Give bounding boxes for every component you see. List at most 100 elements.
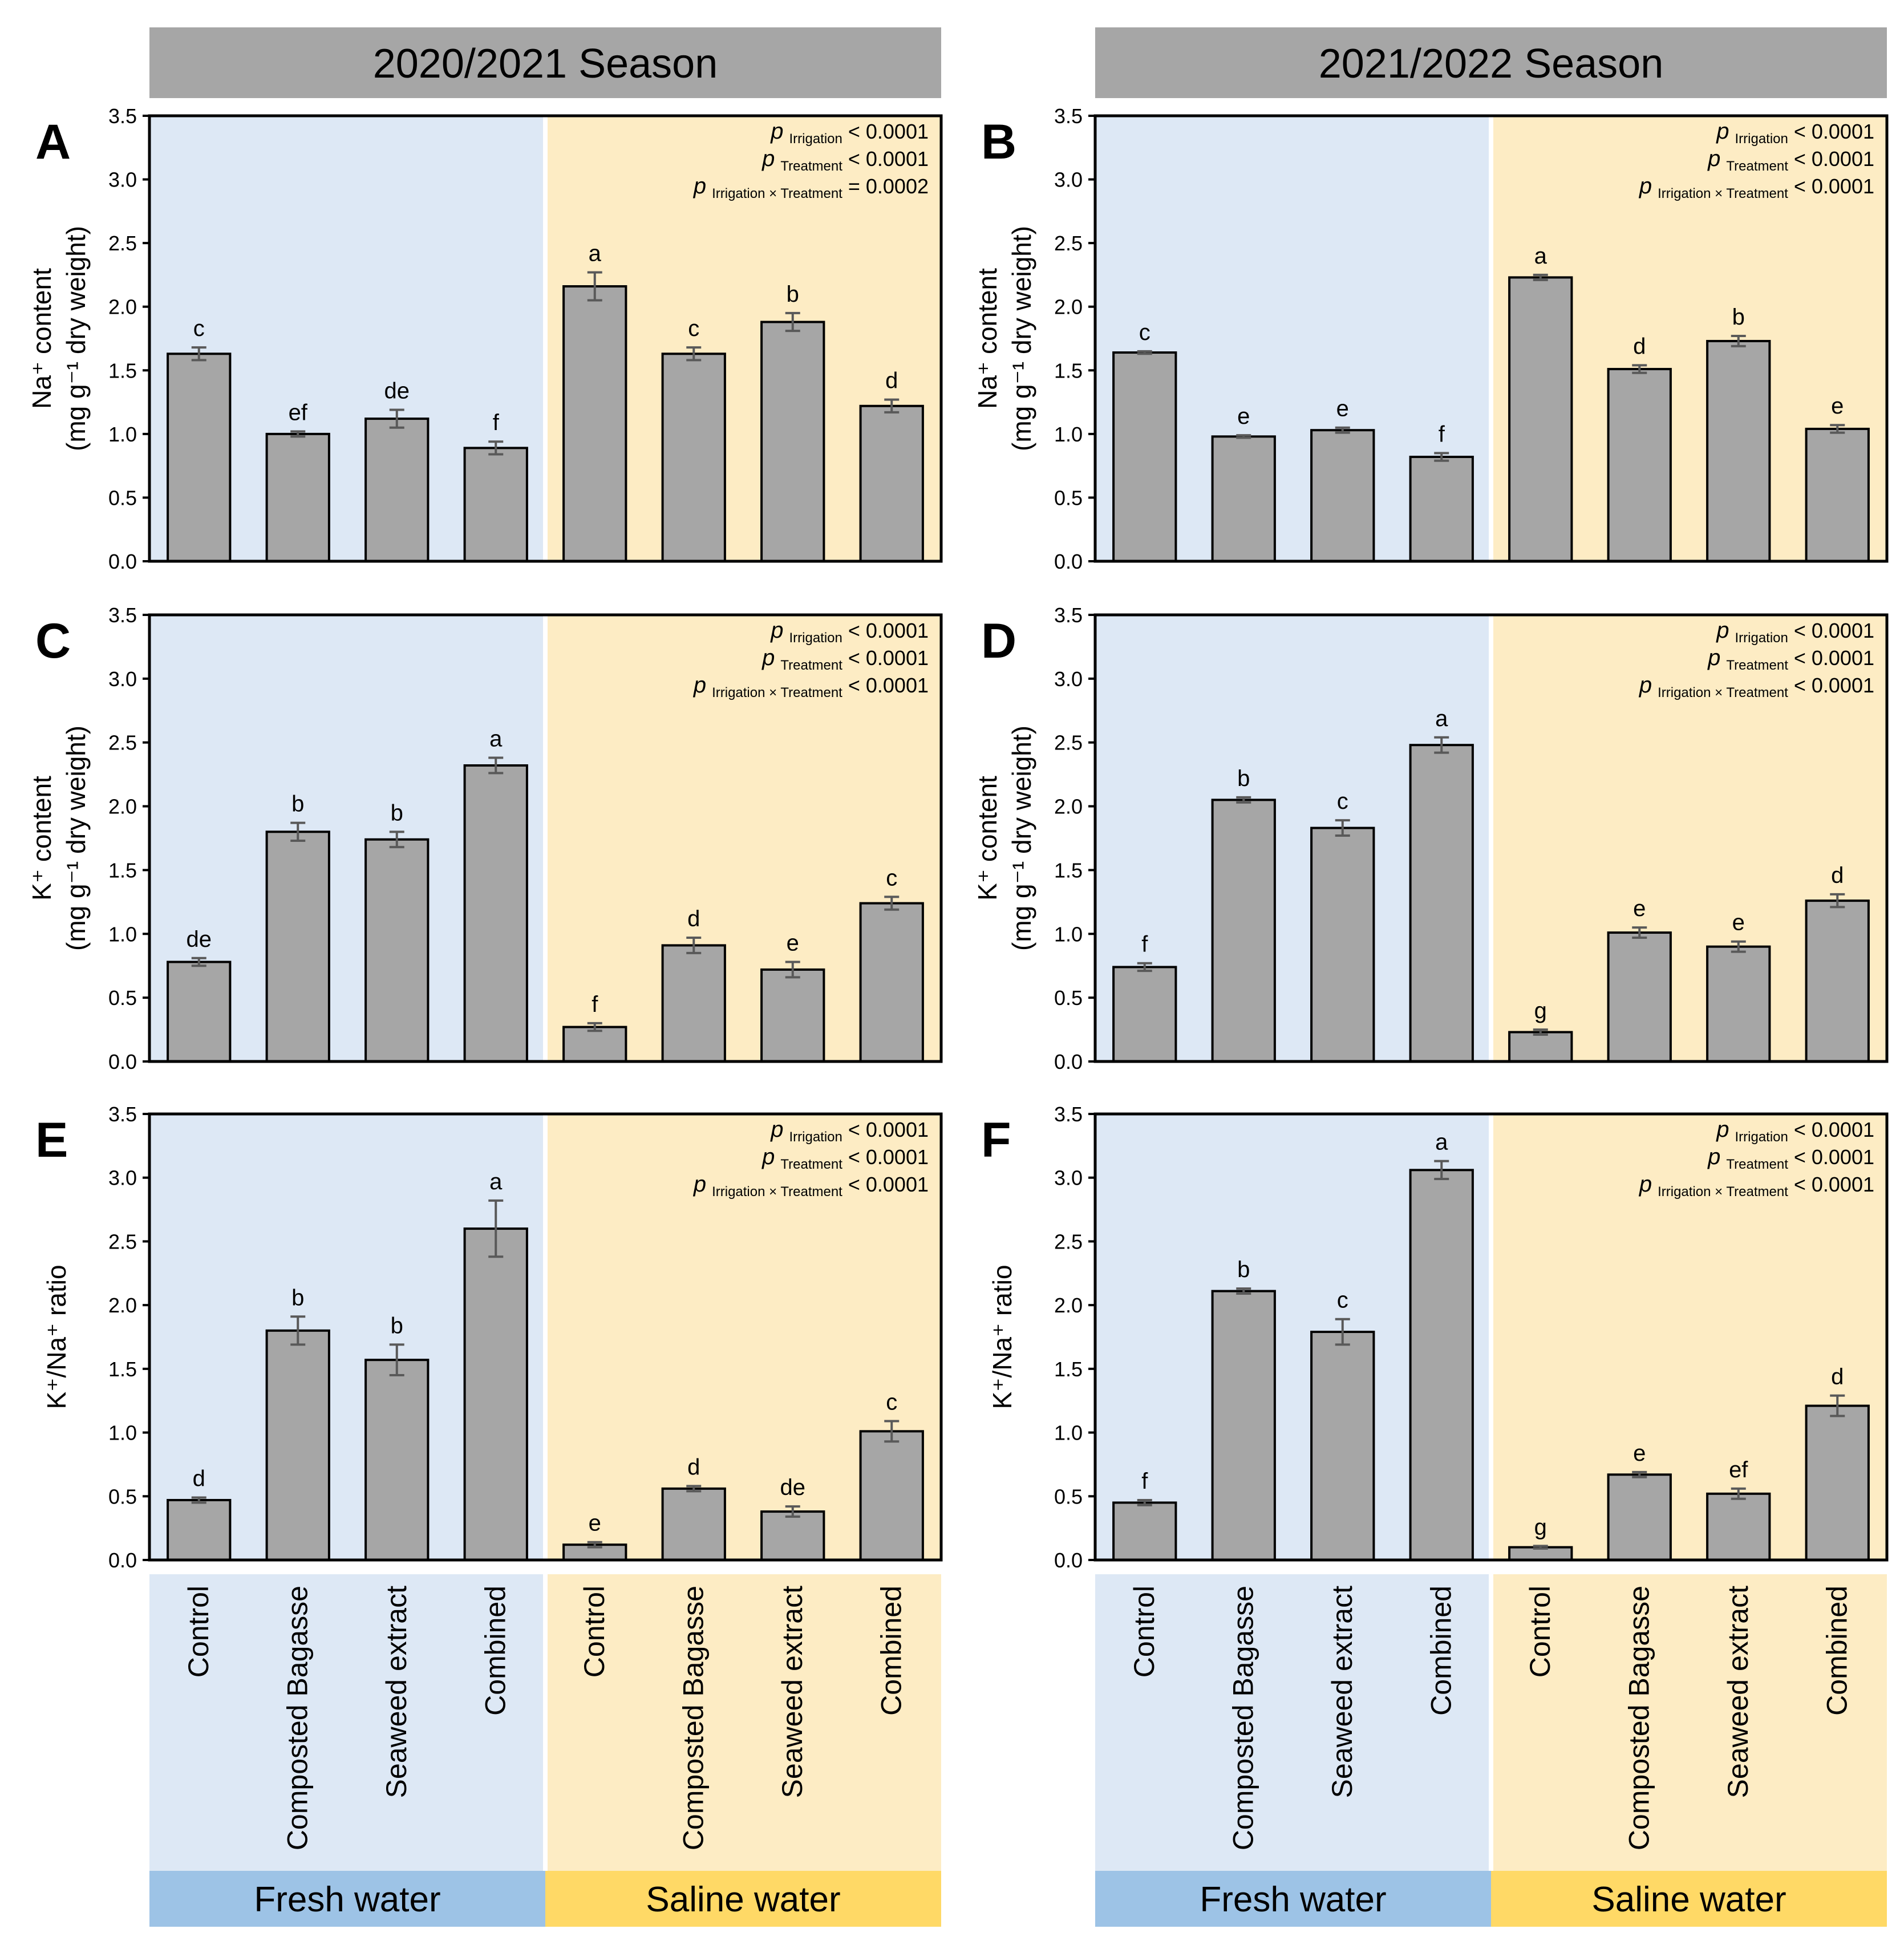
error-bar-D-2 bbox=[1236, 796, 1251, 804]
bar-C-2 bbox=[265, 830, 330, 1063]
error-bar-A-1 bbox=[191, 346, 206, 362]
y-tick-label: 2.0 bbox=[108, 795, 137, 818]
significance-letter-D-4: a bbox=[1435, 706, 1448, 731]
bar-A-1 bbox=[167, 352, 232, 563]
significance-letter-B-7: b bbox=[1732, 305, 1745, 330]
error-bar-F-4 bbox=[1434, 1160, 1449, 1180]
significance-letter-B-2: e bbox=[1237, 404, 1250, 429]
error-bar-B-1 bbox=[1137, 350, 1152, 355]
category-label: Seaweed extract bbox=[1326, 1586, 1358, 1798]
error-bar-F-5 bbox=[1533, 1545, 1548, 1550]
error-bar-B-7 bbox=[1731, 335, 1746, 347]
error-bar-E-4 bbox=[488, 1199, 504, 1258]
significance-letter-E-8: c bbox=[886, 1389, 897, 1415]
significance-letter-F-7: ef bbox=[1729, 1457, 1748, 1482]
y-tick-label: 2.0 bbox=[108, 1294, 137, 1317]
error-bar-D-8 bbox=[1830, 893, 1845, 909]
error-bar-C-2 bbox=[290, 821, 306, 842]
significance-letter-F-1: f bbox=[1141, 1469, 1148, 1494]
error-bar-E-3 bbox=[389, 1343, 404, 1377]
error-bar-F-8 bbox=[1830, 1394, 1845, 1417]
bar-F-1 bbox=[1112, 1501, 1177, 1561]
significance-letter-B-5: a bbox=[1534, 244, 1547, 269]
bar-B-8 bbox=[1805, 427, 1870, 563]
bar-A-5 bbox=[562, 285, 627, 562]
y-tick-label: 3.5 bbox=[108, 603, 137, 627]
error-bar-A-3 bbox=[389, 408, 404, 429]
error-bar-C-4 bbox=[488, 756, 504, 775]
significance-letter-D-3: c bbox=[1337, 789, 1348, 814]
significance-letter-E-4: a bbox=[489, 1169, 503, 1194]
bar-A-4 bbox=[463, 447, 528, 562]
y-tick-label: 0.0 bbox=[108, 550, 137, 573]
significance-letter-C-1: de bbox=[187, 927, 212, 952]
bar-F-3 bbox=[1310, 1331, 1375, 1561]
significance-letter-E-2: b bbox=[291, 1285, 304, 1310]
error-bar-B-8 bbox=[1830, 424, 1845, 434]
panel-letter-E: E bbox=[35, 1113, 68, 1168]
bar-D-3 bbox=[1310, 826, 1375, 1063]
bar-F-7 bbox=[1706, 1492, 1771, 1561]
bar-D-6 bbox=[1607, 931, 1672, 1063]
y-tick-label: 0.0 bbox=[1054, 550, 1083, 573]
error-bar-D-4 bbox=[1434, 736, 1449, 754]
significance-letter-D-5: g bbox=[1534, 998, 1547, 1023]
error-bar-D-7 bbox=[1731, 940, 1746, 953]
p-value-F-1: p Irrigation < 0.0001 bbox=[1716, 1117, 1874, 1145]
fresh-water-strip bbox=[149, 1871, 545, 1927]
significance-letter-F-4: a bbox=[1435, 1130, 1448, 1155]
p-value-D-2: p Treatment < 0.0001 bbox=[1707, 645, 1874, 673]
y-tick-label: 1.5 bbox=[1054, 1358, 1083, 1381]
bar-B-5 bbox=[1508, 276, 1573, 562]
bar-A-6 bbox=[661, 352, 726, 563]
bar-C-6 bbox=[661, 944, 726, 1063]
p-value-E-2: p Treatment < 0.0001 bbox=[761, 1144, 929, 1172]
bar-E-8 bbox=[859, 1430, 924, 1562]
saline-water-strip bbox=[1491, 1871, 1887, 1927]
y-tick-label: 0.0 bbox=[1054, 1050, 1083, 1073]
bar-D-2 bbox=[1211, 799, 1276, 1063]
y-tick-label: 3.0 bbox=[1054, 1166, 1083, 1190]
significance-letter-C-3: b bbox=[391, 800, 403, 825]
y-tick-label: 2.5 bbox=[1054, 1230, 1083, 1253]
bar-B-4 bbox=[1409, 456, 1474, 562]
season-header-2 bbox=[1095, 27, 1887, 98]
fresh-category-background bbox=[1095, 1574, 1491, 1871]
season-header-1 bbox=[149, 27, 941, 98]
category-axis-2: Control Composted Bagasse Seaweed extract C… bbox=[1095, 1574, 1887, 1927]
error-bar-B-6 bbox=[1632, 364, 1647, 374]
y-tick-label: 2.0 bbox=[108, 295, 137, 319]
y-tick-label: 0.5 bbox=[1054, 1485, 1083, 1508]
bar-A-8 bbox=[859, 404, 924, 562]
bar-A-7 bbox=[760, 321, 825, 563]
bar-D-1 bbox=[1112, 966, 1177, 1063]
y-tick-label: 2.0 bbox=[1054, 795, 1083, 818]
p-value-B-3: p Irrigation × Treatment < 0.0001 bbox=[1639, 173, 1874, 201]
significance-letter-D-7: e bbox=[1732, 910, 1745, 935]
error-bar-E-6 bbox=[686, 1485, 702, 1493]
saline-category-background bbox=[545, 1574, 941, 1871]
error-bar-A-8 bbox=[884, 398, 900, 414]
category-label: Composted Bagasse bbox=[677, 1586, 709, 1850]
category-label: Control bbox=[578, 1586, 610, 1677]
error-bar-A-2 bbox=[290, 430, 306, 438]
significance-letter-D-2: b bbox=[1237, 766, 1250, 791]
error-bar-C-5 bbox=[587, 1022, 602, 1032]
y-tick-label: 3.5 bbox=[108, 104, 137, 128]
significance-letter-A-8: d bbox=[885, 368, 898, 394]
y-tick-label: 2.5 bbox=[1054, 731, 1083, 755]
category-label: Seaweed extract bbox=[380, 1586, 412, 1798]
saline-water-strip bbox=[545, 1871, 941, 1927]
y-tick-label: 1.5 bbox=[108, 858, 137, 882]
category-label: Composted Bagasse bbox=[281, 1586, 313, 1850]
significance-letter-F-8: d bbox=[1831, 1364, 1844, 1389]
significance-letter-F-3: c bbox=[1337, 1288, 1348, 1313]
category-label: Combined bbox=[479, 1586, 511, 1716]
error-bar-D-3 bbox=[1335, 819, 1350, 837]
p-value-E-3: p Irrigation × Treatment < 0.0001 bbox=[693, 1172, 929, 1200]
error-bar-E-1 bbox=[191, 1496, 206, 1504]
bar-C-8 bbox=[859, 902, 924, 1063]
p-value-D-1: p Irrigation < 0.0001 bbox=[1716, 618, 1874, 646]
panel-D: f b c a g e e d 0.0 0.5 1.0 1.5 2.0 2.5 3.0 3.5 D K⁺ cont… bbox=[973, 603, 1889, 1073]
significance-letter-C-4: a bbox=[489, 727, 503, 752]
